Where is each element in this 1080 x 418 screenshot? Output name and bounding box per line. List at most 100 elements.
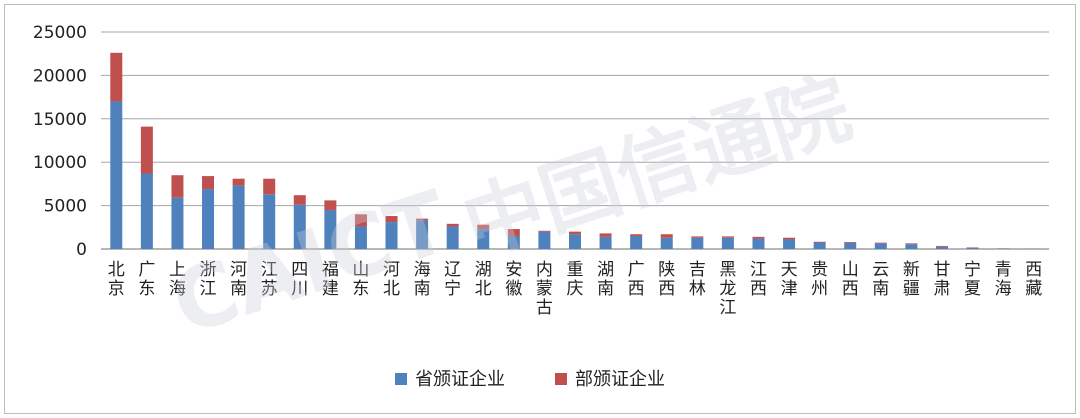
category-label: 上: [169, 260, 186, 280]
bar-ministerial: [874, 242, 887, 244]
bar-ministerial: [232, 178, 245, 186]
y-tick-label: 15000: [33, 110, 87, 130]
y-tick-label: 25000: [33, 23, 87, 43]
category-label: 山: [352, 260, 369, 280]
y-tick-label: 0: [76, 240, 87, 260]
bar-ministerial: [569, 231, 581, 235]
category-label: 青: [995, 260, 1012, 280]
category-label: 南: [872, 279, 889, 299]
category-label: 宁: [964, 260, 981, 280]
legend-label: 部颁证企业: [575, 369, 665, 390]
bar-provincial: [385, 222, 398, 249]
bar-ministerial: [140, 126, 153, 174]
bar-ministerial: [202, 176, 215, 190]
category-label: 龙: [719, 279, 736, 299]
category-label: 藏: [1025, 279, 1042, 299]
bar-provincial: [569, 234, 581, 249]
bar-provincial: [630, 235, 643, 249]
category-label: 河: [383, 260, 400, 280]
category-label: 陕: [658, 260, 675, 280]
bar-ministerial: [691, 236, 704, 238]
category-label: 河: [230, 260, 247, 280]
category-label: 夏: [964, 279, 981, 299]
legend-swatch: [395, 373, 407, 385]
category-label: 古: [536, 298, 553, 318]
bar-ministerial: [416, 218, 429, 221]
category-label: 广: [138, 260, 155, 280]
category-label: 辽: [444, 260, 461, 280]
bar-provincial: [507, 235, 520, 249]
bar-ministerial: [721, 236, 734, 238]
bar-provincial: [752, 238, 765, 249]
bar-ministerial: [660, 234, 673, 238]
category-label: 江: [200, 279, 217, 299]
category-label: 宁: [444, 279, 461, 299]
category-label: 徽: [505, 279, 522, 299]
bar-ministerial: [171, 175, 184, 198]
category-label: 海: [414, 260, 431, 280]
bar-provincial: [324, 209, 337, 249]
category-label: 新: [903, 260, 920, 280]
bar-provincial: [844, 242, 857, 249]
category-label: 东: [352, 279, 369, 299]
y-tick-label: 10000: [33, 153, 87, 173]
y-tick-label: 20000: [33, 66, 87, 86]
category-label: 西: [750, 279, 767, 299]
bar-ministerial: [324, 200, 337, 210]
bar-provincial: [538, 231, 551, 249]
chart-frame: 0 5000 10000 15000 20000 25000 北京广东上海浙江河南江苏四川…: [4, 4, 1076, 414]
bar-provincial: [446, 226, 459, 249]
bar-provincial: [935, 246, 948, 249]
category-label: 建: [322, 279, 339, 299]
category-label: 天: [781, 260, 798, 280]
bar-ministerial: [538, 230, 551, 232]
category-label: 疆: [903, 279, 920, 299]
bar-provincial: [171, 197, 184, 249]
bar-ministerial: [507, 229, 520, 236]
bar-ministerial: [385, 216, 398, 223]
category-label: 江: [719, 298, 736, 318]
bar-ministerial: [844, 242, 857, 243]
category-label: 海: [169, 279, 186, 299]
category-label: 西: [658, 279, 675, 299]
bar-ministerial: [966, 247, 979, 248]
category-label: 云: [872, 260, 889, 280]
legend: 省颁证企业 部颁证企业: [395, 369, 665, 390]
category-label: 四: [291, 260, 308, 280]
category-label: 福: [322, 260, 339, 280]
category-label: 广: [628, 260, 645, 280]
y-tick-label: 5000: [44, 197, 87, 217]
bar-provincial: [783, 239, 796, 249]
category-label: 庆: [567, 279, 584, 299]
category-label: 江: [261, 260, 278, 280]
bar-provincial: [263, 194, 276, 249]
category-label: 吉: [689, 260, 706, 280]
bar-ministerial: [630, 234, 643, 236]
category-label: 林: [689, 279, 706, 299]
bar-ministerial: [752, 236, 765, 239]
bar-ministerial: [477, 224, 490, 230]
bar-provincial: [874, 243, 887, 249]
category-label: 西: [1025, 260, 1042, 280]
bar-ministerial: [293, 195, 306, 205]
category-label: 京: [108, 279, 125, 299]
bar-ministerial: [935, 245, 948, 247]
bar-provincial: [905, 244, 918, 249]
bar-ministerial: [446, 223, 459, 227]
category-label: 州: [811, 279, 828, 299]
category-label: 浙: [200, 260, 217, 280]
category-label: 黑: [719, 260, 736, 280]
bar-provincial: [202, 189, 215, 249]
bar-ministerial: [783, 237, 796, 240]
bar-ministerial: [905, 243, 918, 245]
legend-label: 省颁证企业: [415, 369, 505, 390]
category-label: 北: [383, 279, 400, 299]
bar-ministerial: [813, 241, 826, 243]
bar-provincial: [140, 173, 153, 249]
bar-provincial: [354, 226, 367, 249]
category-label: 湖: [475, 260, 492, 280]
bar-provincial: [477, 229, 490, 249]
category-label: 重: [567, 260, 584, 280]
category-label: 西: [842, 279, 859, 299]
